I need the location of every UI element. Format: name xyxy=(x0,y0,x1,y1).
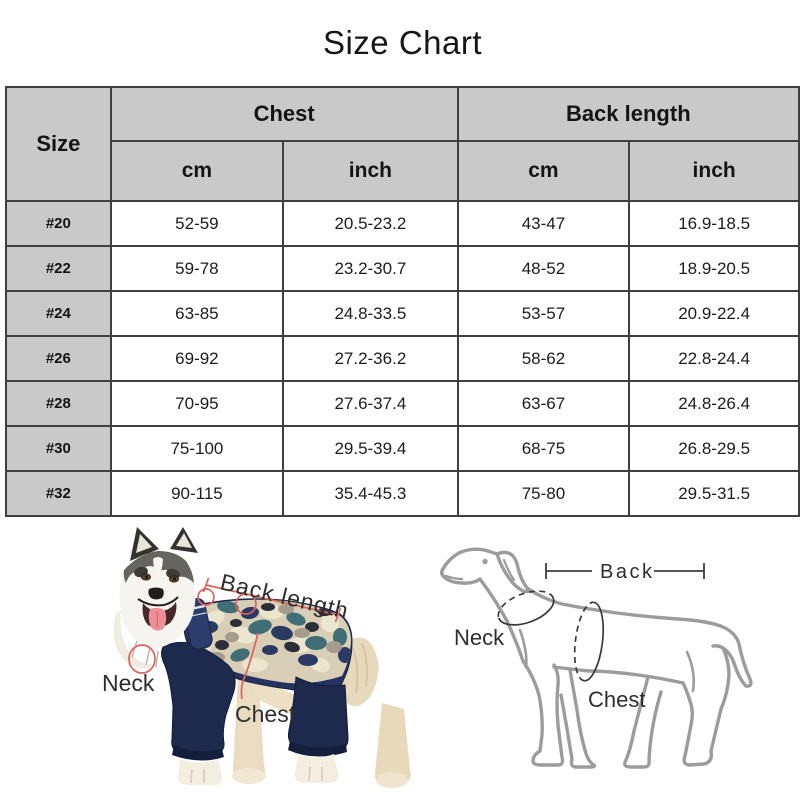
back-inch-cell: 20.9-22.4 xyxy=(628,290,800,337)
table-row: #26 69-92 27.2-36.2 58-62 22.8-24.4 xyxy=(5,335,800,382)
back-inch-cell: 16.9-18.5 xyxy=(628,200,800,247)
size-cell: #28 xyxy=(5,380,112,427)
husky-front-leg-sleeve xyxy=(161,641,236,756)
chest-cm-cell: 69-92 xyxy=(109,335,285,382)
back-inch-cell: 18.9-20.5 xyxy=(628,245,800,292)
page-title: Size Chart xyxy=(322,24,483,61)
back-label: Back xyxy=(600,561,654,583)
size-cell: #30 xyxy=(5,425,112,472)
back-inch-cell: 29.5-31.5 xyxy=(628,470,800,517)
husky-far-rear-leg xyxy=(374,703,411,784)
back-cm-cell: 68-75 xyxy=(456,425,631,472)
chest-cm-cell: 90-115 xyxy=(109,470,285,517)
chest-inch-cell: 29.5-39.4 xyxy=(282,425,459,472)
husky-camo-panel xyxy=(189,599,351,684)
husky-measurement-marks xyxy=(128,577,342,700)
size-cell: #32 xyxy=(5,470,112,517)
column-header-chest: Chest xyxy=(109,86,459,142)
table-row: #28 70-95 27.6-37.4 63-67 24.8-26.4 xyxy=(5,380,800,427)
dog-eye xyxy=(482,558,488,565)
chest-inch-cell: 35.4-45.3 xyxy=(282,470,459,517)
chest-cm-cell: 59-78 xyxy=(109,245,285,292)
neck-label: Neck xyxy=(454,625,505,650)
chest-inch-cell: 27.2-36.2 xyxy=(282,335,459,382)
subheader-back-cm: cm xyxy=(456,140,631,202)
subheader-back-inch: inch xyxy=(628,140,800,202)
back-cm-cell: 53-57 xyxy=(456,290,631,337)
back-inch-cell: 26.8-29.5 xyxy=(628,425,800,472)
table-row: #22 59-78 23.2-30.7 48-52 18.9-20.5 xyxy=(5,245,800,292)
size-chart-table: Size Chest Back length cm inch cm inch #… xyxy=(5,86,801,517)
chest-measure-ellipse xyxy=(573,601,605,682)
back-inch-cell: 22.8-24.4 xyxy=(628,335,800,382)
subheader-chest-cm: cm xyxy=(109,140,285,202)
subheader-chest-inch: inch xyxy=(282,140,459,202)
husky-front-paw xyxy=(178,759,223,785)
chest-cm-cell: 75-100 xyxy=(109,425,285,472)
back-cm-cell: 48-52 xyxy=(456,245,631,292)
husky-far-front-leg xyxy=(232,677,266,779)
dog-outline-illustration: Back Neck Chest xyxy=(440,547,753,769)
chest-inch-cell: 20.5-23.2 xyxy=(282,200,459,247)
table-row: #24 63-85 24.8-33.5 53-57 20.9-22.4 xyxy=(5,290,800,337)
column-header-back-length: Back length xyxy=(456,86,801,142)
back-inch-cell: 24.8-26.4 xyxy=(628,380,800,427)
husky-head xyxy=(113,527,198,669)
chest-label: Chest xyxy=(235,701,296,727)
chest-cm-cell: 52-59 xyxy=(109,200,285,247)
husky-belly-fur xyxy=(254,681,304,717)
column-header-size: Size xyxy=(5,86,112,202)
chest-inch-cell: 23.2-30.7 xyxy=(282,245,459,292)
size-cell: #20 xyxy=(5,200,112,247)
husky-rear-paw xyxy=(294,754,339,783)
chest-cm-cell: 63-85 xyxy=(109,290,285,337)
chest-inch-cell: 27.6-37.4 xyxy=(282,380,459,427)
husky-photo-illustration: Back length Neck Chest xyxy=(102,527,411,788)
measurement-diagrams: Back length Neck Chest xyxy=(0,515,805,800)
back-cm-cell: 63-67 xyxy=(456,380,631,427)
husky-rear-leg-sleeve xyxy=(288,676,349,751)
back-cm-cell: 58-62 xyxy=(456,335,631,382)
neck-measure-ellipse xyxy=(497,590,555,626)
table-row: #30 75-100 29.5-39.4 68-75 26.8-29.5 xyxy=(5,425,800,472)
chest-label: Chest xyxy=(588,687,645,712)
size-cell: #22 xyxy=(5,245,112,292)
neck-label: Neck xyxy=(102,670,155,696)
size-cell: #24 xyxy=(5,290,112,337)
chest-inch-cell: 24.8-33.5 xyxy=(282,290,459,337)
table-row: #20 52-59 20.5-23.2 43-47 16.9-18.5 xyxy=(5,200,800,247)
back-cm-cell: 75-80 xyxy=(456,470,631,517)
chest-cm-cell: 70-95 xyxy=(109,380,285,427)
table-row: #32 90-115 35.4-45.3 75-80 29.5-31.5 xyxy=(5,470,800,517)
size-cell: #26 xyxy=(5,335,112,382)
back-measure-line xyxy=(545,563,705,579)
back-cm-cell: 43-47 xyxy=(456,200,631,247)
